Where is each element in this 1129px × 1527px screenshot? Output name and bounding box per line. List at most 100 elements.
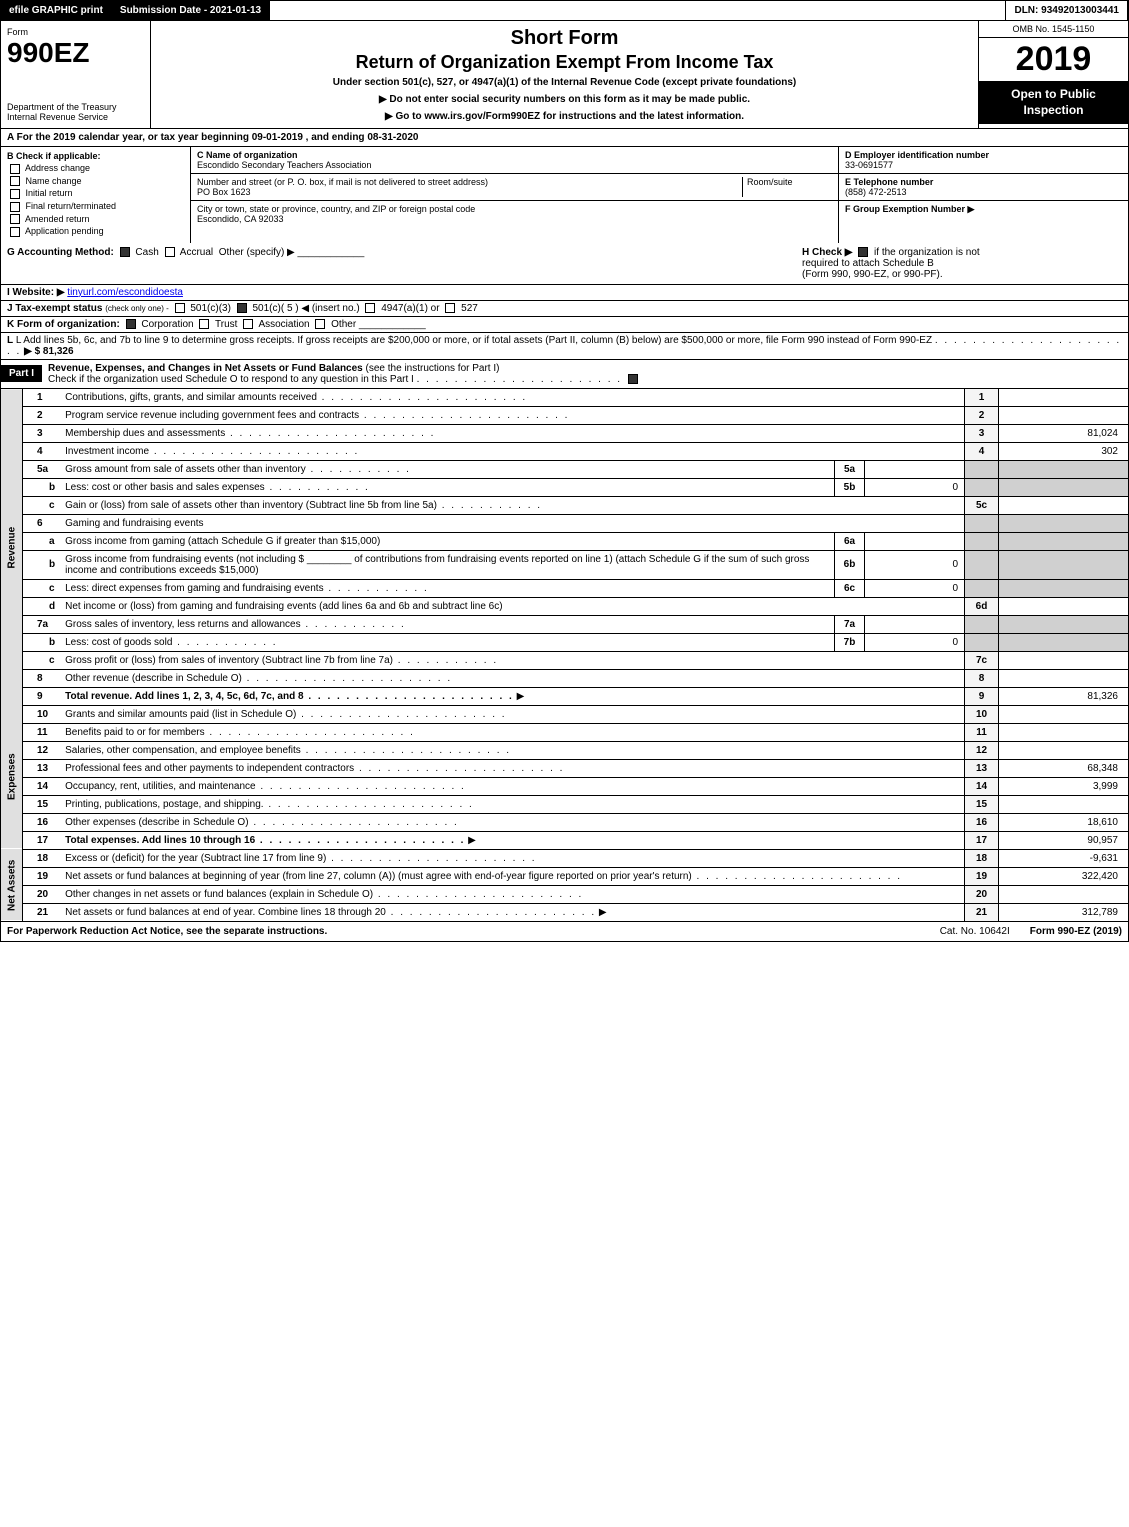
chk-association[interactable] [243,319,253,329]
ln7b-amt-shade [999,633,1129,651]
ln6d-num: d [23,597,61,615]
title-short-form: Short Form [161,27,968,50]
ln19-num: 19 [23,867,61,885]
efile-label[interactable]: efile GRAPHIC print [1,1,112,20]
topbar-spacer [270,1,1006,20]
ln19-amt: 322,420 [999,867,1129,885]
ln8-num: 8 [23,669,61,687]
chk-4947[interactable] [365,303,375,313]
f-label: F Group Exemption Number [845,204,965,214]
dln-label: DLN: 93492013003441 [1006,1,1128,20]
h-text2: required to attach Schedule B [802,258,934,269]
chk-initial-return-label: Initial return [26,188,73,198]
ln6a-mamt [865,532,965,550]
section-gh: G Accounting Method: Cash Accrual Other … [0,243,1129,285]
ln5b-num: b [23,478,61,496]
section-g: G Accounting Method: Cash Accrual Other … [7,247,802,280]
k-label: K Form of organization: [7,319,120,330]
d-label: D Employer identification number [845,150,989,160]
chk-cash[interactable] [120,247,130,257]
chk-name-change-label: Name change [26,176,82,186]
footer-left: For Paperwork Reduction Act Notice, see … [7,926,920,937]
form-word: Form [7,27,144,37]
ln9-desc: Total revenue. Add lines 1, 2, 3, 4, 5c,… [65,691,514,702]
ln10-desc: Grants and similar amounts paid (list in… [65,709,506,720]
ln3-box: 3 [965,424,999,442]
ln5a-amt-shade [999,460,1129,478]
info-grid: B Check if applicable: Address change Na… [0,147,1129,243]
ln13-box: 13 [965,759,999,777]
ln3-amt: 81,024 [999,424,1129,442]
ln6-desc: Gaming and fundraising events [60,514,964,532]
ln5a-box-shade [965,460,999,478]
section-def: D Employer identification number 33-0691… [838,147,1128,243]
chk-address-change[interactable]: Address change [7,163,184,174]
ln1-box: 1 [965,389,999,407]
ln4-desc: Investment income [65,446,359,457]
ln20-desc: Other changes in net assets or fund bala… [65,889,583,900]
ln1-num: 1 [23,389,61,407]
ln6c-mbox: 6c [835,579,865,597]
ln9-box: 9 [965,687,999,705]
j-o3: 4947(a)(1) or [381,303,439,314]
ln13-amt: 68,348 [999,759,1129,777]
ln1-amt [999,389,1129,407]
f-arrow: ▶ [968,204,975,214]
chk-501c[interactable] [237,303,247,313]
ln7b-mbox: 7b [835,633,865,651]
chk-527[interactable] [445,303,455,313]
chk-application-pending-label: Application pending [25,226,104,236]
ln10-num: 10 [23,705,61,723]
ln20-box: 20 [965,885,999,903]
ln7a-mbox: 7a [835,615,865,633]
part1-check-line: Check if the organization used Schedule … [48,374,414,385]
tax-year: 2019 [979,38,1128,81]
row-a-tax-year: A For the 2019 calendar year, or tax yea… [0,129,1129,147]
chk-name-change[interactable]: Name change [7,176,184,187]
ln2-amt [999,406,1129,424]
chk-application-pending[interactable]: Application pending [7,226,184,237]
ln6a-mbox: 6a [835,532,865,550]
ln15-num: 15 [23,795,61,813]
ln7b-num: b [23,633,61,651]
chk-final-return[interactable]: Final return/terminated [7,201,184,212]
ln10-amt [999,705,1129,723]
ln16-num: 16 [23,813,61,831]
section-b-header: B Check if applicable: [7,151,184,161]
chk-other-org[interactable] [315,319,325,329]
chk-trust[interactable] [199,319,209,329]
ln11-desc: Benefits paid to or for members [65,727,415,738]
ln2-box: 2 [965,406,999,424]
subtitle-2: ▶ Do not enter social security numbers o… [161,94,968,105]
section-c: C Name of organization Escondido Seconda… [191,147,838,243]
chk-accrual[interactable] [165,247,175,257]
chk-h[interactable] [858,247,868,257]
ln11-amt [999,723,1129,741]
chk-501c3[interactable] [175,303,185,313]
j-note: (check only one) - [105,304,169,313]
e-label: E Telephone number [845,177,933,187]
ln7c-box: 7c [965,651,999,669]
chk-schedule-o[interactable] [628,374,638,384]
chk-initial-return[interactable]: Initial return [7,188,184,199]
ln6a-amt-shade [999,532,1129,550]
ln16-amt: 18,610 [999,813,1129,831]
submission-date: Submission Date - 2021-01-13 [112,1,270,20]
ln6b-num: b [23,550,61,579]
ln6a-desc: Gross income from gaming (attach Schedul… [60,532,834,550]
footer-right: Form 990-EZ (2019) [1030,926,1122,937]
ln7a-amt-shade [999,615,1129,633]
chk-corporation[interactable] [126,319,136,329]
city-label: City or town, state or province, country… [197,204,475,214]
k-o4: Other [331,319,356,330]
ln5a-num: 5a [23,460,61,478]
chk-amended-return[interactable]: Amended return [7,214,184,225]
ln20-num: 20 [23,885,61,903]
ln19-box: 19 [965,867,999,885]
website-link[interactable]: tinyurl.com/escondidoesta [67,287,183,298]
ln4-amt: 302 [999,442,1129,460]
ln14-amt: 3,999 [999,777,1129,795]
ln5a-mbox: 5a [835,460,865,478]
irs-label: Internal Revenue Service [7,112,108,122]
ln6-num: 6 [23,514,61,532]
